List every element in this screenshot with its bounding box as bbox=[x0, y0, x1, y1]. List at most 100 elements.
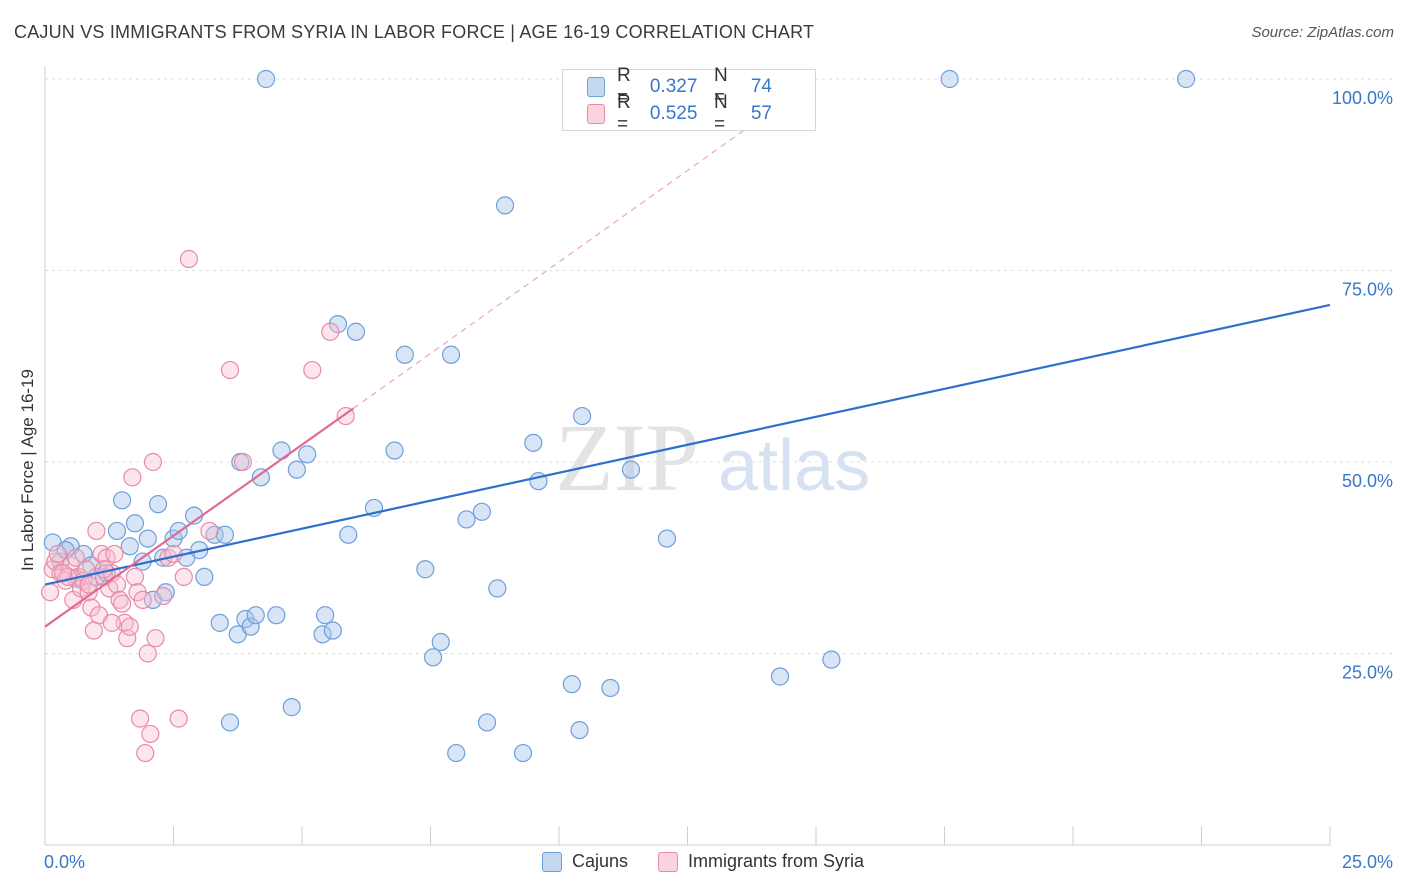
y-tick-label: 75.0% bbox=[1342, 280, 1393, 300]
syria-point bbox=[120, 617, 139, 636]
syria-point bbox=[136, 743, 155, 763]
syria-point bbox=[102, 613, 121, 632]
syria-point bbox=[87, 521, 106, 541]
cajun-point bbox=[328, 315, 348, 334]
x-tick-max: 25.0% bbox=[1341, 852, 1393, 872]
stats-legend: R = 0.327 N = 74 R = 0.525 N = 57 bbox=[562, 65, 816, 135]
cajun-point bbox=[477, 713, 497, 732]
watermark-atlas: atlas bbox=[718, 426, 870, 506]
cajun-point bbox=[423, 648, 443, 667]
legend-swatch-syria bbox=[587, 104, 606, 124]
source-label: Source: ZipAtlas.com bbox=[1251, 24, 1394, 41]
syria-point bbox=[138, 644, 157, 663]
y-axis-label: In Labor Force | Age 16-19 bbox=[18, 369, 37, 571]
cajun-point bbox=[298, 445, 317, 464]
legend-n-value-syria: 57 bbox=[750, 103, 772, 124]
series-name-syria: Immigrants from Syria bbox=[688, 851, 865, 871]
trend-lines bbox=[44, 303, 1331, 628]
cajun-point bbox=[1176, 69, 1196, 89]
cajun-point bbox=[416, 560, 435, 579]
cajun-point bbox=[822, 650, 841, 669]
cajun-point bbox=[272, 441, 291, 460]
syria-trend-dashed bbox=[353, 78, 817, 409]
cajun-point bbox=[385, 441, 404, 460]
syria-point bbox=[164, 544, 183, 564]
cajun-point bbox=[125, 514, 145, 533]
syria-point bbox=[233, 452, 252, 472]
cajun-point bbox=[657, 529, 677, 548]
syria-point bbox=[125, 567, 145, 587]
chart-title: CAJUN VS IMMIGRANTS FROM SYRIA IN LABOR … bbox=[14, 22, 815, 42]
syria-point bbox=[41, 583, 60, 602]
cajun-point bbox=[431, 632, 450, 652]
cajun-point bbox=[447, 743, 466, 763]
cajun-point bbox=[513, 743, 533, 763]
syria-point bbox=[200, 521, 219, 541]
cajun-point bbox=[316, 606, 335, 625]
syria-point bbox=[146, 629, 165, 648]
legend-n-value-cajuns: 74 bbox=[750, 76, 772, 97]
syria-point bbox=[84, 621, 103, 640]
cajun-point bbox=[215, 525, 234, 544]
cajun-point bbox=[524, 433, 543, 452]
cajun-point bbox=[562, 675, 581, 694]
axes bbox=[44, 66, 1331, 846]
syria-point bbox=[154, 586, 173, 606]
cajun-point bbox=[241, 617, 260, 636]
syria-point bbox=[143, 452, 163, 472]
syria-point bbox=[321, 322, 340, 341]
cajun-point bbox=[621, 460, 641, 479]
syria-point bbox=[133, 590, 152, 609]
cajun-point bbox=[246, 606, 265, 625]
cajun-point bbox=[472, 502, 491, 521]
syria-point bbox=[169, 709, 188, 728]
legend-row-syria: R = 0.525 N = 57 bbox=[587, 92, 815, 135]
series-legend: Cajuns Immigrants from Syria bbox=[0, 851, 1406, 872]
cajun-point bbox=[107, 521, 127, 541]
cajun-point bbox=[210, 613, 229, 632]
cajun-point bbox=[120, 537, 139, 556]
cajun-point bbox=[940, 69, 959, 89]
legend-r-value-syria: 0.525 bbox=[649, 103, 698, 124]
cajun-point bbox=[148, 495, 168, 514]
legend-n-label: N = bbox=[714, 65, 728, 108]
cajun-point bbox=[441, 345, 461, 364]
cajun-point bbox=[339, 525, 358, 544]
series-swatch-syria bbox=[658, 851, 678, 872]
syria-point bbox=[112, 594, 132, 613]
cajun-point bbox=[495, 196, 515, 215]
cajun-point bbox=[346, 322, 366, 341]
cajun-point bbox=[251, 468, 270, 487]
syria-points bbox=[41, 249, 355, 763]
series-legend-cajuns[interactable]: Cajuns bbox=[541, 851, 628, 872]
grid-lines bbox=[45, 78, 1395, 654]
legend-row-cajuns: R = 0.327 N = 74 bbox=[587, 65, 815, 108]
cajun-point bbox=[313, 625, 332, 644]
y-tick-label: 100.0% bbox=[1332, 88, 1393, 108]
legend-r-label: R = bbox=[617, 92, 631, 135]
series-swatch-cajuns bbox=[541, 851, 562, 872]
x-tick-min: 0.0% bbox=[44, 852, 86, 872]
syria-point bbox=[174, 567, 193, 587]
legend-r-label: R = bbox=[617, 65, 631, 108]
syria-point bbox=[107, 575, 127, 594]
y-tick-labels: 100.0% 75.0% 50.0% 25.0% bbox=[1332, 88, 1393, 683]
syria-point bbox=[77, 560, 96, 579]
y-tick-label: 50.0% bbox=[1342, 471, 1393, 491]
cajun-point bbox=[457, 510, 476, 529]
syria-point bbox=[130, 709, 150, 728]
cajun-point bbox=[488, 579, 507, 598]
cajun-point bbox=[220, 713, 240, 732]
y-tick-label: 25.0% bbox=[1342, 663, 1393, 683]
syria-point bbox=[118, 629, 137, 648]
syria-point bbox=[179, 249, 199, 269]
series-legend-syria[interactable]: Immigrants from Syria bbox=[658, 851, 864, 872]
cajun-point bbox=[573, 406, 592, 426]
cajun-point bbox=[770, 667, 790, 686]
cajun-point bbox=[112, 491, 132, 510]
cajun-point bbox=[323, 621, 342, 640]
cajun-point bbox=[256, 69, 276, 89]
cajun-point bbox=[195, 567, 214, 587]
legend-n-label: N = bbox=[714, 92, 728, 135]
syria-point bbox=[48, 544, 67, 564]
